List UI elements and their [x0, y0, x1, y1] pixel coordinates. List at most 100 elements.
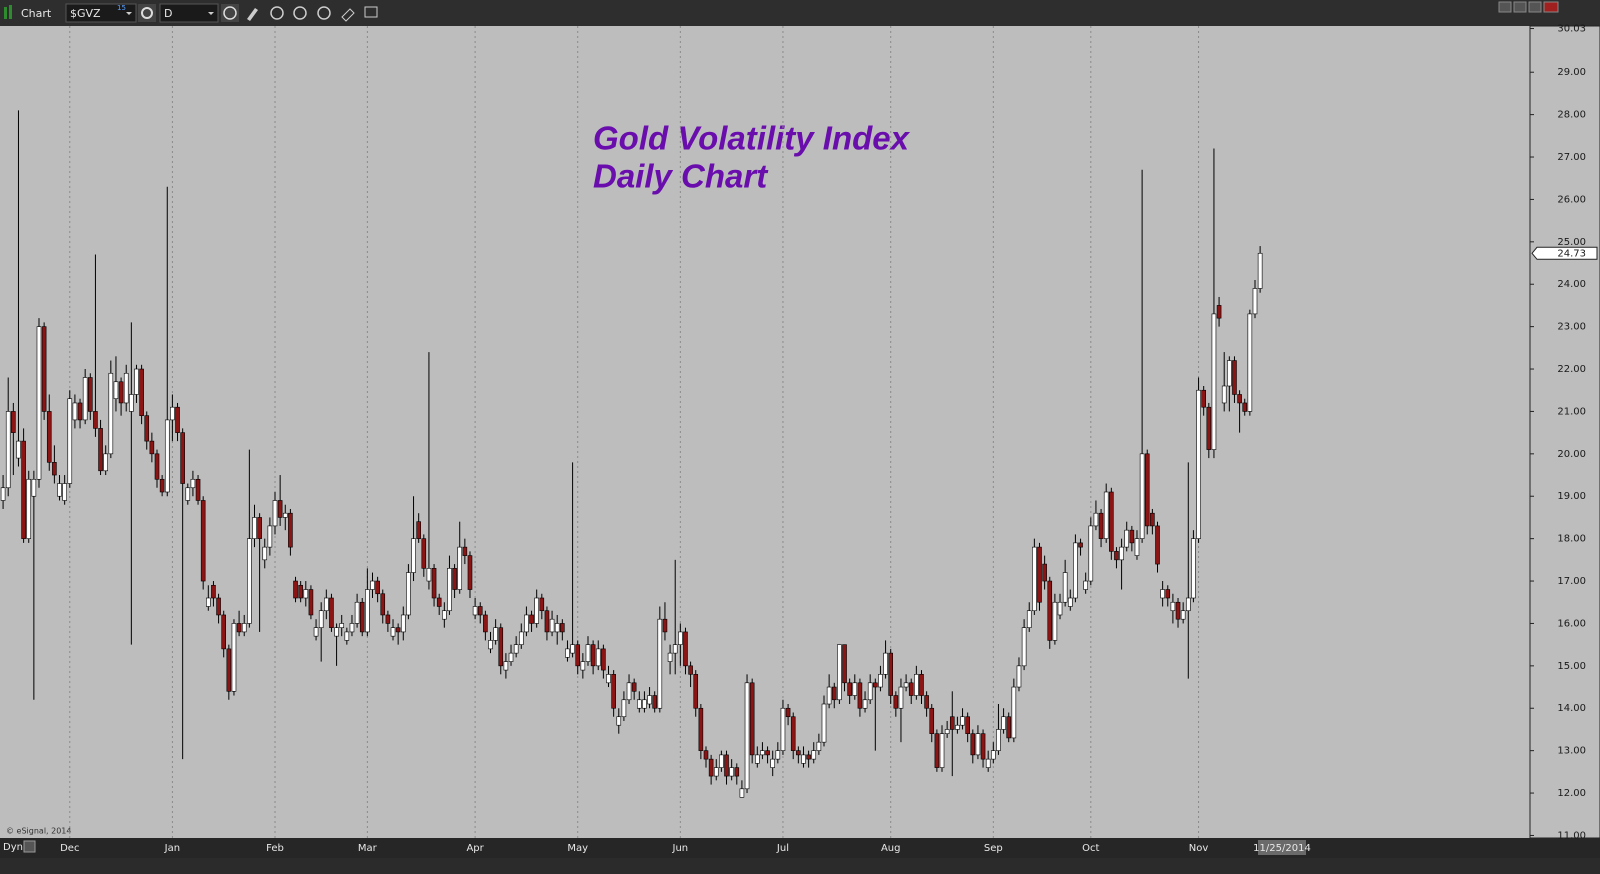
candle-body: [1078, 542, 1083, 548]
eraser-tool[interactable]: [341, 8, 355, 22]
interval[interactable]: D: [164, 7, 172, 20]
candle-body: [1042, 563, 1047, 582]
candle-body: [960, 716, 965, 726]
candle-body: [31, 478, 37, 497]
candle-body: [1247, 313, 1253, 412]
candle-body: [1109, 491, 1114, 552]
minimize-button[interactable]: [1513, 1, 1527, 13]
candle-body: [483, 614, 488, 633]
candle-body: [195, 478, 201, 501]
candle-body: [77, 402, 83, 421]
candle-body: [298, 584, 303, 599]
dropdown-arrow[interactable]: [126, 12, 132, 15]
candle-body: [247, 538, 252, 624]
candle-body: [513, 644, 519, 654]
symbol-badge: 15: [117, 4, 126, 12]
candle-body: [739, 788, 745, 798]
settings-button[interactable]: [138, 4, 156, 22]
candle-body: [488, 640, 493, 650]
candle-body: [1221, 385, 1227, 404]
dropdown-arrow[interactable]: [208, 12, 214, 15]
y-tick-label: 25.00: [1557, 237, 1586, 248]
interval-box[interactable]: [159, 3, 219, 23]
candle-body: [606, 674, 611, 684]
alert-tool[interactable]: [317, 6, 331, 20]
refresh-tool[interactable]: [270, 6, 284, 20]
candle-body: [1232, 360, 1237, 395]
candle-body: [452, 568, 457, 590]
price-axis: [1529, 25, 1600, 839]
candle-body: [888, 652, 894, 696]
app-icon: [4, 7, 7, 19]
restore-button[interactable]: [1498, 1, 1512, 13]
candle-body: [1155, 525, 1160, 565]
candle-body: [5, 411, 11, 489]
candle-body: [334, 627, 339, 637]
maximize-button[interactable]: [1528, 1, 1542, 13]
candle-body: [226, 648, 232, 692]
y-tick-label: 14.00: [1557, 703, 1586, 714]
candle-body: [980, 733, 986, 760]
candle-body: [934, 733, 940, 768]
candle-body: [139, 368, 144, 416]
candle-body: [211, 584, 216, 599]
candle-body: [801, 754, 806, 764]
candle-body: [380, 593, 386, 616]
candle-body: [175, 406, 180, 433]
candle-body: [944, 729, 950, 734]
candle-body: [749, 682, 755, 756]
candle-body: [370, 580, 375, 590]
close-button[interactable]: [1543, 1, 1559, 13]
candle-body: [1062, 572, 1068, 603]
candle-body: [560, 623, 565, 633]
candle-body: [1242, 402, 1248, 412]
candle-body: [570, 644, 575, 654]
x-tick-label: Apr: [466, 843, 484, 854]
candle-body: [1114, 551, 1119, 561]
candle-body: [118, 381, 124, 404]
candle-body: [272, 500, 278, 527]
candle-body: [744, 682, 750, 790]
candle-body: [1175, 601, 1181, 620]
candle-body: [642, 699, 647, 709]
candle-body: [908, 682, 914, 696]
mode[interactable]: Dyn: [3, 842, 23, 853]
candle-body: [595, 648, 601, 667]
candle-body: [1088, 525, 1094, 582]
settings-icon: [141, 7, 153, 19]
candle-body: [206, 597, 211, 607]
candle-body: [282, 512, 288, 518]
candle-body: [46, 411, 52, 463]
candle-body: [585, 644, 591, 662]
candle-body: [518, 631, 524, 645]
comment-tool[interactable]: [364, 6, 378, 18]
candle-body: [144, 415, 150, 442]
candle-body: [72, 402, 78, 421]
symbol-box[interactable]: [65, 3, 137, 23]
draw-tool[interactable]: [247, 8, 258, 21]
candle-body: [1237, 394, 1242, 404]
candle-body: [575, 644, 581, 667]
app-name: Chart: [21, 7, 52, 20]
candle-body: [949, 716, 955, 730]
candle-body: [775, 750, 781, 760]
candle-body: [636, 699, 642, 709]
candle-body: [626, 682, 632, 701]
x-tick-label: Feb: [266, 843, 284, 854]
mode-button[interactable]: [23, 840, 36, 853]
candle-body: [780, 707, 786, 751]
candle-body: [231, 623, 237, 692]
candle-body: [1037, 546, 1042, 603]
last-price-marker: [1531, 246, 1598, 260]
symbol[interactable]: $GVZ: [70, 7, 101, 20]
play-tool[interactable]: [293, 6, 307, 20]
last-price-label: 24.73: [1557, 248, 1586, 259]
candle-body: [426, 568, 432, 582]
candle-body: [1083, 580, 1088, 590]
candle-body: [847, 682, 852, 696]
candle-body: [1032, 546, 1037, 612]
candle-body: [785, 707, 791, 718]
candle-body: [52, 462, 57, 476]
candle-body: [477, 606, 483, 616]
candle-body: [708, 758, 714, 777]
